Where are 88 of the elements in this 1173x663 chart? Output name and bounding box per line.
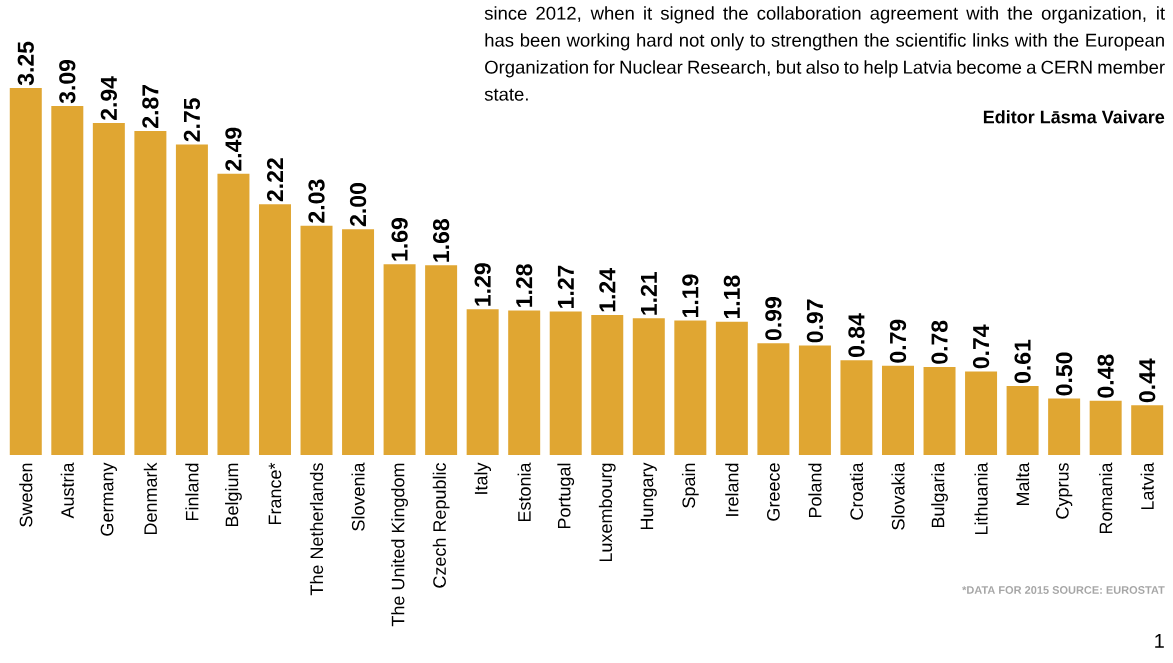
data-label: 1.29 [474,263,491,306]
data-label: 0.50 [1055,352,1073,396]
data-label: 2.87 [142,84,159,128]
data-label: 2.22 [266,158,284,202]
x-tick-label: Sweden [19,463,33,527]
data-label: 1.27 [557,265,574,308]
data-label: 1.24 [599,268,616,312]
bar [175,144,208,455]
data-label: 0.48 [1097,354,1114,398]
data-label: 0.78 [931,320,948,364]
bar [9,87,42,455]
data-label: 2.03 [308,179,325,223]
text: *DATA FOR 2015 SOURCE: EUROSTAT [962,586,1165,594]
data-label: 2.00 [349,183,367,227]
bar [134,130,167,455]
x-tick-label: Croatia [849,462,864,520]
x-tick-label: Germany [100,462,117,536]
data-label: 0.99 [765,297,782,341]
x-tick-label: The Netherlands [309,463,324,596]
bar [923,366,956,455]
x-tick-label: Portugal [557,463,575,529]
bar [1006,386,1039,455]
bar [425,265,458,455]
data-label: 0.79 [889,319,907,363]
x-tick-label: Lithuania [974,462,988,535]
data-label: 0.74 [972,324,990,369]
x-tick-label: Luxembourg [598,463,616,562]
bar [882,365,914,455]
bar [92,123,125,455]
data-label: 2.75 [183,98,201,142]
data-label: 0.44 [1139,358,1156,403]
bar [1048,398,1081,455]
x-tick-label: Romania [1099,462,1113,534]
bar [51,106,84,455]
data-label: 0.97 [806,299,824,343]
bar [715,321,748,455]
bar [258,204,291,455]
bar [798,345,831,455]
x-tick-label: The United Kingdom [391,463,408,627]
data-label: 1.21 [640,272,657,315]
x-tick-label: France* [268,462,282,525]
bar [342,229,375,455]
bar [591,314,624,455]
x-tick-label: Malta [1015,462,1030,506]
bar [1131,405,1164,455]
data-label: 3.25 [17,41,34,86]
bar [383,264,416,455]
x-tick-label: Denmark [143,462,157,535]
x-tick-label: Cyprus [1055,463,1073,519]
data-label: 2.49 [225,127,242,171]
data-label: 2.94 [100,76,117,120]
data-label: 3.09 [59,59,76,104]
bar [1089,400,1122,455]
x-tick-label: Slovenia [351,462,365,531]
bar [632,318,665,455]
x-tick-label: Belgium [225,463,242,527]
data-label: 1.68 [432,219,450,262]
text: 1 [1155,634,1164,648]
bar [840,360,873,455]
data-label: 1.19 [682,274,699,317]
x-tick-label: Latvia [1140,462,1154,510]
annotation: since 2012, when it signed the collaboration agreement with the organization, it has been working hard not only to strengthen the scientific links with the European Organization for Nuclear Research, but also to help Latvia become a CERN member state. [484,6,1165,101]
x-tick-label: Hungary [640,462,657,530]
x-tick-label: Italy [474,462,492,494]
x-tick-label: Ireland [725,463,739,516]
bar [757,343,790,455]
data-label: 0.61 [1014,339,1031,383]
bar [508,310,541,455]
x-tick-label: Spain [681,463,699,508]
x-tick-label: Czech Republic [432,463,450,588]
bar [549,311,582,455]
x-tick-label: Poland [808,463,822,518]
data-label: 1.69 [391,218,408,261]
data-label: 0.84 [848,313,865,358]
x-tick-label: Bulgaria [931,462,948,528]
bar [466,309,499,455]
x-tick-label: Greece [767,463,780,521]
data-label: 1.18 [723,275,740,319]
x-tick-label: Finland [185,463,199,521]
bar [300,225,333,455]
bar [674,320,707,455]
data-label: 1.28 [516,264,533,307]
x-tick-label: Estonia [517,462,531,522]
x-tick-label: Austria [60,462,74,519]
bar [217,173,250,455]
annotation: Editor Lāsma Vaivare [983,110,1165,124]
bar [965,371,998,455]
x-tick-label: Slovakia [891,462,905,530]
